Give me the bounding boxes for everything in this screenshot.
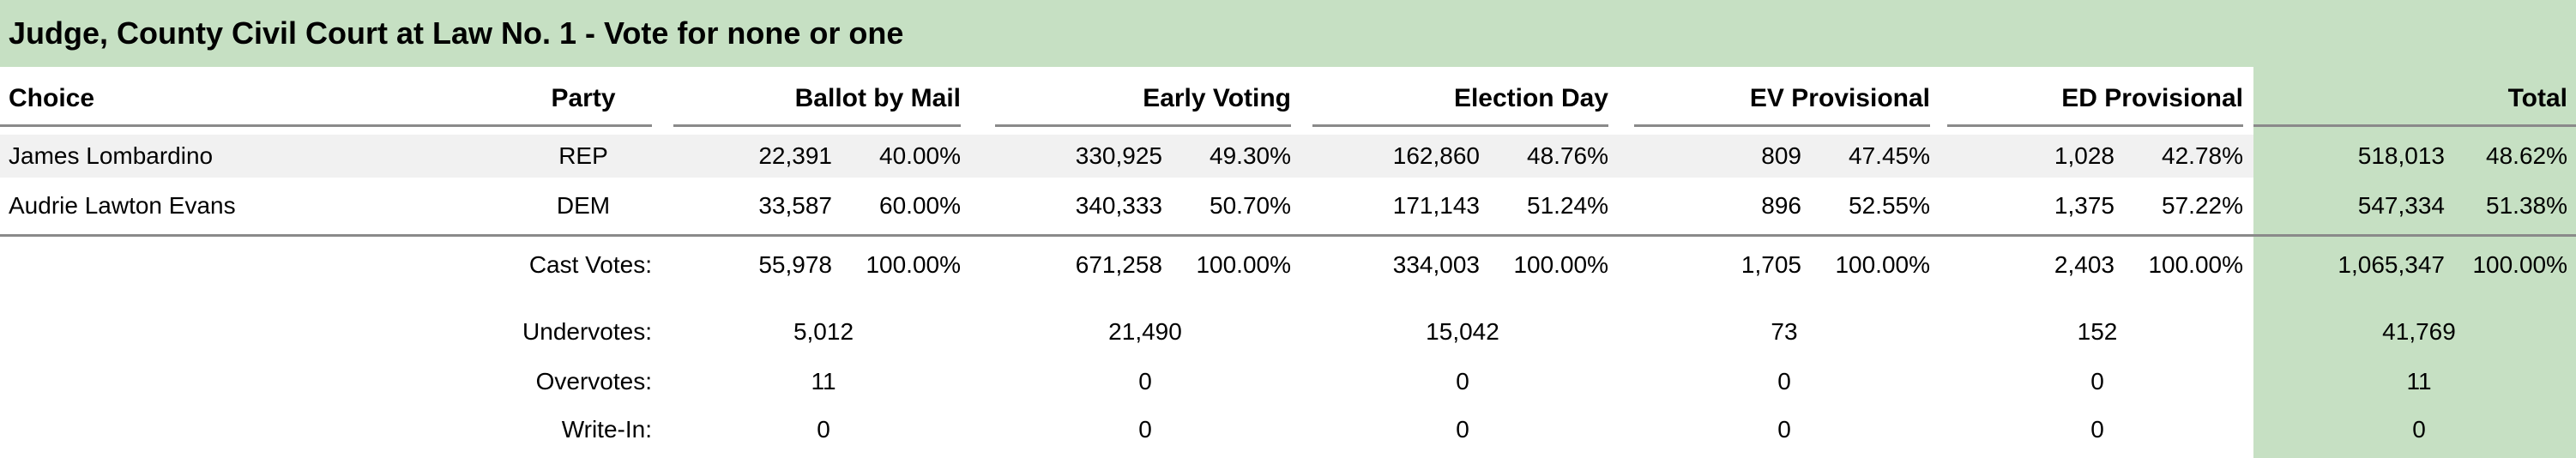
header-underline [1312, 124, 1608, 127]
ballot-by-mail-count: 5,012 [793, 318, 854, 345]
election-day-votes: 171,143 [1392, 192, 1480, 219]
election-day-pct: 51.24% [1527, 192, 1608, 219]
early-voting-votes: 671,258 [1075, 251, 1162, 278]
ev-provisional-votes: 809 [1761, 142, 1801, 169]
early-voting-count: 0 [1138, 416, 1152, 443]
election-day-count: 15,042 [1426, 318, 1499, 345]
total-pct: 48.62% [2486, 142, 2567, 169]
total-count: 0 [2412, 416, 2426, 443]
column-header-total: Total [2507, 84, 2567, 112]
ballot-by-mail-votes: 33,587 [758, 192, 832, 219]
row-stripe [0, 135, 2253, 178]
candidate-name: James Lombardino [9, 142, 214, 169]
overvotes-label: Overvotes: [535, 368, 652, 395]
column-header-election-day: Election Day [1453, 84, 1608, 112]
header-underline [1634, 124, 1930, 127]
early-voting-pct: 50.70% [1210, 192, 1291, 219]
early-voting-count: 0 [1138, 368, 1152, 395]
column-header-early-voting: Early Voting [1143, 84, 1291, 112]
header-underline [673, 124, 961, 127]
ed-provisional-pct: 42.78% [2162, 142, 2243, 169]
column-header-party: Party [551, 84, 616, 112]
election-day-pct: 48.76% [1527, 142, 1608, 169]
ed-provisional-votes: 1,375 [2054, 192, 2114, 219]
ev-provisional-pct: 100.00% [1835, 251, 1930, 278]
header-underline [1947, 124, 2243, 127]
total-pct: 100.00% [2472, 251, 2567, 278]
candidate-party: DEM [556, 192, 611, 219]
ed-provisional-pct: 100.00% [2148, 251, 2243, 278]
ed-provisional-votes: 2,403 [2054, 251, 2114, 278]
election-day-count: 0 [1456, 416, 1469, 443]
column-header-ev-provisional: EV Provisional [1749, 84, 1930, 112]
candidate-name: Audrie Lawton Evans [9, 192, 236, 219]
ev-provisional-votes: 1,705 [1740, 251, 1801, 278]
contest-title: Judge, County Civil Court at Law No. 1 -… [0, 0, 2576, 67]
total-pct: 51.38% [2486, 192, 2567, 219]
early-voting-count: 21,490 [1108, 318, 1182, 345]
cast-votes-divider [0, 234, 2576, 237]
total-count: 41,769 [2382, 318, 2456, 345]
early-voting-pct: 49.30% [1210, 142, 1291, 169]
early-voting-votes: 330,925 [1075, 142, 1162, 169]
header-underline [995, 124, 1291, 127]
cast-votes-label: Cast Votes: [528, 251, 652, 278]
ev-provisional-pct: 52.55% [1849, 192, 1930, 219]
total-votes: 547,334 [2357, 192, 2445, 219]
election-day-count: 0 [1456, 368, 1469, 395]
ev-provisional-votes: 896 [1761, 192, 1801, 219]
early-voting-pct: 100.00% [1196, 251, 1291, 278]
total-count: 11 [2406, 368, 2432, 395]
column-header-choice: Choice [9, 84, 95, 112]
header-underline [2253, 124, 2576, 127]
total-votes: 518,013 [2357, 142, 2445, 169]
election-day-votes: 334,003 [1392, 251, 1480, 278]
column-header-ballot-by-mail: Ballot by Mail [794, 84, 961, 112]
ballot-by-mail-votes: 55,978 [758, 251, 832, 278]
ed-provisional-count: 0 [2090, 416, 2104, 443]
ed-provisional-pct: 57.22% [2162, 192, 2243, 219]
election-day-pct: 100.00% [1513, 251, 1608, 278]
election-day-votes: 162,860 [1392, 142, 1480, 169]
ed-provisional-count: 0 [2090, 368, 2104, 395]
ballot-by-mail-pct: 60.00% [879, 192, 961, 219]
ed-provisional-votes: 1,028 [2054, 142, 2114, 169]
ev-provisional-count: 0 [1777, 416, 1791, 443]
total-votes: 1,065,347 [2338, 251, 2445, 278]
early-voting-votes: 340,333 [1075, 192, 1162, 219]
candidate-party: REP [558, 142, 608, 169]
write-in-label: Write-In: [561, 416, 652, 443]
total-column-band [2253, 67, 2576, 458]
column-header-ed-provisional: ED Provisional [2061, 84, 2243, 112]
header-underline [0, 124, 652, 127]
ballot-by-mail-pct: 100.00% [866, 251, 961, 278]
ev-provisional-count: 73 [1771, 318, 1798, 345]
ev-provisional-count: 0 [1777, 368, 1791, 395]
ev-provisional-pct: 47.45% [1849, 142, 1930, 169]
ballot-by-mail-votes: 22,391 [758, 142, 832, 169]
undervotes-label: Undervotes: [522, 318, 652, 345]
ballot-by-mail-count: 11 [811, 368, 836, 395]
ballot-by-mail-pct: 40.00% [879, 142, 961, 169]
ed-provisional-count: 152 [2077, 318, 2118, 345]
ballot-by-mail-count: 0 [817, 416, 830, 443]
